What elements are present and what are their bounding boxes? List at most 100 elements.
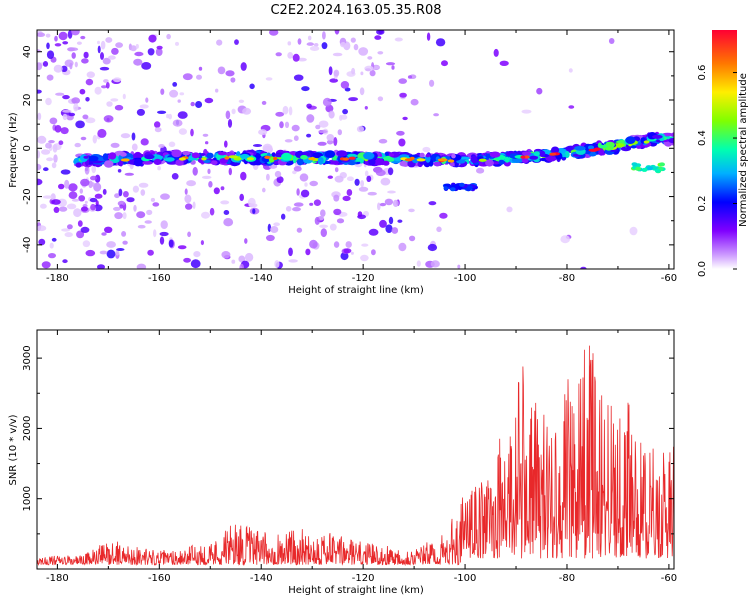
speckle-mark — [351, 67, 356, 75]
top-x-ticks: -180 -160 -140 -120 -100 -80 -60 — [46, 30, 677, 284]
speckle-mark — [388, 216, 394, 225]
speckle-mark — [50, 193, 56, 201]
speckle-mark — [429, 79, 435, 87]
speckle-mark — [46, 74, 54, 81]
speckle-mark — [306, 103, 312, 109]
speckle-mark — [333, 137, 338, 146]
bottom-x-ticks: -180 -160 -140 -120 -100 -80 -60 — [46, 330, 677, 584]
speckle-mark — [334, 167, 339, 173]
speckle-mark — [122, 212, 127, 220]
speckle-mark — [168, 239, 174, 248]
speckle-mark — [220, 186, 225, 191]
speckle-mark — [319, 224, 329, 228]
speckle-mark — [336, 218, 345, 224]
y-tick-label: 2000 — [22, 416, 33, 441]
speckle-mark — [322, 31, 326, 40]
speckle-mark — [293, 166, 302, 172]
ridge-peak-mark — [520, 155, 526, 159]
speckle-mark — [115, 249, 120, 256]
speckle-mark — [284, 121, 290, 128]
speckle-mark — [244, 238, 248, 244]
speckle-mark — [46, 42, 50, 50]
speckle-mark — [58, 206, 68, 212]
ridge-mark — [182, 151, 191, 156]
speckle-mark — [76, 230, 85, 239]
speckle-mark — [297, 57, 307, 62]
ridge-mark — [659, 162, 665, 167]
speckle-mark — [92, 134, 98, 144]
speckle-mark — [193, 251, 201, 258]
speckle-mark — [326, 134, 335, 141]
speckle-mark — [81, 206, 88, 212]
ridge-peak-mark — [246, 157, 255, 161]
speckle-mark — [86, 71, 96, 78]
ridge-peak-mark — [308, 157, 316, 161]
y-tick-label: 0 — [22, 145, 33, 151]
speckle-mark — [228, 167, 232, 176]
speckle-mark — [379, 202, 386, 207]
secondary-band-mark — [458, 186, 463, 190]
ridge-mark — [200, 153, 206, 156]
speckle-mark — [240, 171, 247, 181]
speckle-mark — [391, 65, 395, 70]
speckle-mark — [333, 69, 340, 77]
speckle-mark — [43, 167, 49, 172]
ridge-peak-mark — [228, 155, 238, 159]
speckle-mark — [38, 238, 46, 246]
y-tick-label: -20 — [22, 188, 33, 204]
top-y-ticks: -40 -20 0 20 40 — [22, 45, 674, 270]
speckle-mark — [367, 56, 373, 60]
speckle-mark — [177, 111, 188, 119]
ridge-mark — [133, 158, 143, 167]
speckle-mark — [436, 226, 442, 233]
speckle-mark — [342, 108, 348, 115]
ridge-mark — [652, 134, 663, 139]
x-tick-label: -140 — [250, 273, 273, 284]
ridge-mark — [641, 167, 648, 172]
speckle-mark — [110, 98, 119, 102]
speckle-mark — [53, 154, 58, 163]
speckle-mark — [239, 263, 244, 269]
ridge-peak-mark — [120, 158, 130, 162]
speckle-mark — [159, 236, 165, 245]
speckle-mark — [273, 222, 280, 227]
secondary-band-mark — [450, 187, 456, 192]
ridge-mark — [587, 145, 595, 150]
speckle-mark — [159, 231, 169, 237]
speckle-mark — [293, 202, 304, 207]
speckle-mark — [62, 259, 68, 264]
speckle-mark — [119, 204, 124, 209]
speckle-mark — [160, 220, 168, 230]
speckle-mark — [114, 104, 124, 111]
ridge-mark — [368, 158, 376, 166]
speckle-mark — [318, 120, 329, 128]
speckle-mark — [37, 178, 43, 186]
speckle-mark — [409, 235, 416, 242]
ridge-mark — [83, 155, 89, 159]
ridge-mark — [171, 149, 182, 158]
speckle-mark — [76, 41, 82, 45]
speckle-mark — [377, 51, 384, 55]
snr-series-line — [37, 345, 674, 567]
speckle-mark — [439, 212, 448, 219]
speckle-mark — [225, 70, 235, 77]
speckle-mark — [157, 166, 161, 171]
speckle-mark — [99, 250, 108, 255]
speckle-mark — [309, 202, 314, 206]
speckle-mark — [113, 206, 121, 211]
ridge-mark — [504, 156, 510, 163]
ridge-mark — [598, 148, 605, 156]
speckle-mark — [62, 95, 70, 100]
speckle-mark — [195, 101, 203, 108]
ridge-peak-mark — [201, 157, 207, 161]
speckle-mark — [84, 200, 88, 204]
speckle-mark — [138, 182, 149, 188]
speckle-mark — [231, 108, 236, 115]
speckle-mark — [291, 124, 300, 132]
secondary-band-mark — [459, 182, 465, 187]
speckle-mark — [231, 259, 236, 264]
speckle-mark — [333, 194, 340, 202]
speckle-mark — [387, 190, 396, 194]
speckle-mark — [366, 175, 372, 182]
heatmap-marks — [37, 30, 674, 269]
